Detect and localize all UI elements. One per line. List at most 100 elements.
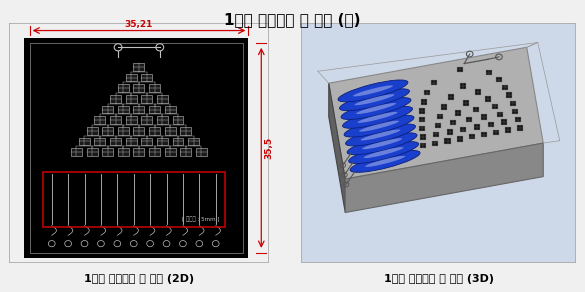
- Bar: [510, 100, 516, 106]
- Text: 1차원 농도구배 친 설계 (안): 1차원 농도구배 친 설계 (안): [224, 12, 361, 27]
- Ellipse shape: [350, 150, 420, 172]
- Bar: [157, 138, 168, 145]
- Bar: [433, 132, 439, 137]
- Bar: [165, 148, 175, 156]
- Ellipse shape: [356, 103, 396, 114]
- Bar: [420, 143, 426, 148]
- Bar: [421, 99, 426, 105]
- Bar: [87, 127, 98, 135]
- Bar: [463, 100, 469, 106]
- Bar: [157, 95, 168, 103]
- Bar: [435, 123, 441, 128]
- Bar: [25, 38, 248, 258]
- Text: 35,5: 35,5: [264, 137, 273, 159]
- Bar: [87, 148, 98, 156]
- Polygon shape: [345, 143, 543, 213]
- Ellipse shape: [357, 112, 397, 123]
- Bar: [432, 141, 438, 146]
- Bar: [491, 104, 498, 109]
- Text: 1차원 농도구배 친 설계 (2D): 1차원 농도구배 친 설계 (2D): [84, 274, 194, 284]
- Bar: [456, 136, 463, 142]
- Bar: [460, 84, 466, 89]
- Bar: [501, 119, 507, 125]
- Bar: [133, 127, 144, 135]
- Bar: [173, 117, 184, 124]
- Bar: [149, 127, 160, 135]
- Bar: [419, 108, 425, 114]
- Ellipse shape: [362, 138, 402, 149]
- Bar: [512, 109, 518, 114]
- Bar: [165, 106, 175, 113]
- Bar: [441, 104, 447, 110]
- Bar: [481, 132, 487, 137]
- Text: 35,21: 35,21: [125, 20, 153, 29]
- Bar: [43, 172, 225, 227]
- Text: [ 체임버 : 5mm ]: [ 체임버 : 5mm ]: [182, 216, 219, 222]
- Bar: [180, 127, 191, 135]
- Ellipse shape: [359, 121, 399, 132]
- Bar: [448, 94, 454, 100]
- Bar: [110, 95, 121, 103]
- Bar: [142, 74, 152, 81]
- Bar: [149, 106, 160, 113]
- Bar: [503, 84, 508, 90]
- Bar: [517, 125, 523, 131]
- Bar: [493, 130, 499, 135]
- Text: 1차원 농도구배 친 설계 (3D): 1차원 농도구배 친 설계 (3D): [384, 274, 494, 284]
- Bar: [142, 117, 152, 124]
- Ellipse shape: [353, 85, 393, 96]
- Bar: [455, 110, 462, 116]
- Bar: [102, 127, 113, 135]
- Bar: [126, 95, 136, 103]
- Bar: [447, 129, 453, 135]
- Bar: [481, 114, 487, 120]
- Polygon shape: [329, 83, 345, 213]
- Ellipse shape: [355, 94, 394, 105]
- Bar: [133, 148, 144, 156]
- Bar: [450, 120, 456, 125]
- Ellipse shape: [346, 124, 415, 146]
- Bar: [118, 106, 129, 113]
- Bar: [515, 117, 521, 122]
- Bar: [486, 70, 492, 75]
- Bar: [149, 84, 160, 92]
- Ellipse shape: [364, 147, 404, 158]
- Bar: [466, 117, 472, 122]
- Polygon shape: [329, 47, 543, 179]
- Bar: [133, 106, 144, 113]
- Bar: [188, 138, 199, 145]
- Bar: [133, 84, 144, 92]
- Bar: [469, 134, 474, 139]
- Bar: [142, 138, 152, 145]
- Bar: [496, 77, 503, 82]
- Ellipse shape: [365, 156, 405, 167]
- Ellipse shape: [344, 115, 414, 137]
- Ellipse shape: [349, 142, 418, 164]
- Bar: [102, 106, 113, 113]
- Bar: [505, 128, 511, 133]
- Bar: [94, 117, 105, 124]
- Ellipse shape: [343, 106, 412, 128]
- Bar: [110, 117, 121, 124]
- Bar: [431, 80, 438, 85]
- Bar: [118, 84, 129, 92]
- Bar: [488, 122, 494, 127]
- Bar: [196, 148, 207, 156]
- Bar: [419, 117, 425, 122]
- Ellipse shape: [338, 80, 408, 102]
- Bar: [445, 138, 450, 144]
- Bar: [173, 138, 184, 145]
- Bar: [79, 138, 90, 145]
- Bar: [507, 93, 512, 98]
- Bar: [484, 96, 491, 102]
- Bar: [102, 148, 113, 156]
- Ellipse shape: [339, 89, 409, 111]
- Bar: [457, 67, 463, 72]
- Bar: [460, 127, 466, 132]
- Ellipse shape: [341, 98, 411, 119]
- Bar: [419, 126, 425, 131]
- Bar: [419, 134, 426, 140]
- Bar: [157, 117, 168, 124]
- Bar: [94, 138, 105, 145]
- Bar: [118, 148, 129, 156]
